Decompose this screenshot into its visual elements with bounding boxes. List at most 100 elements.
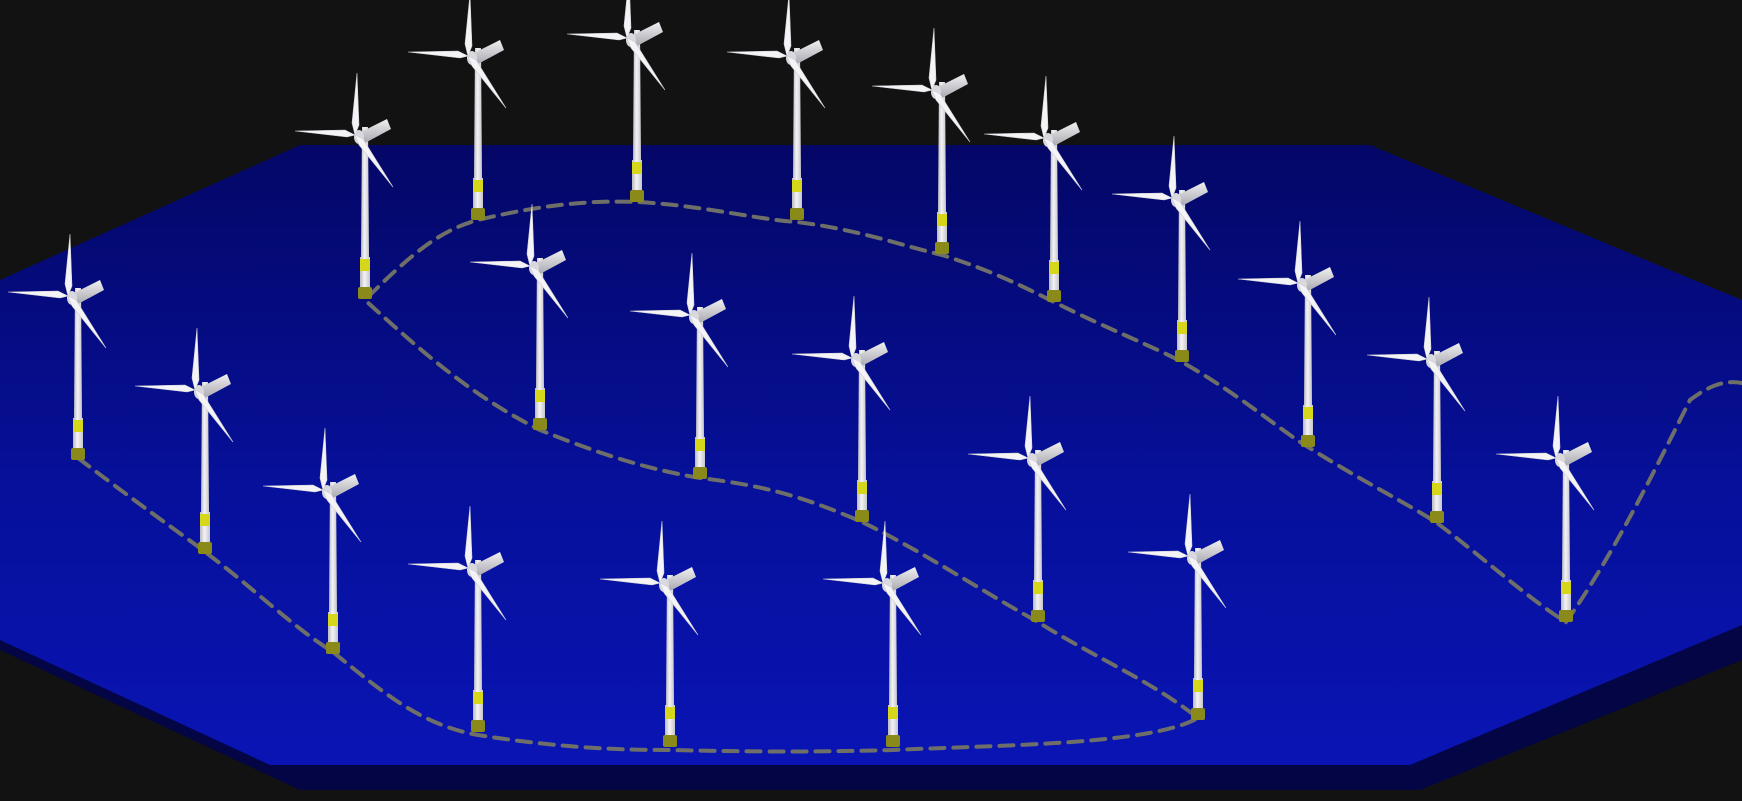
turbine-blade xyxy=(1184,493,1193,557)
transition-piece xyxy=(328,614,338,626)
turbine-foundation xyxy=(326,642,340,654)
turbine-tower xyxy=(1178,190,1186,320)
turbine-foundation xyxy=(71,448,85,460)
wind-turbine-icon xyxy=(262,427,362,654)
turbine-blade xyxy=(1111,192,1173,201)
transition-piece xyxy=(632,162,642,174)
transition-piece xyxy=(1033,582,1043,594)
turbine-nacelle xyxy=(664,567,696,591)
turbine-nacelle xyxy=(327,474,359,498)
turbine-nacelle xyxy=(1032,442,1064,466)
turbine-blade xyxy=(1237,277,1299,286)
turbine-tower xyxy=(858,350,866,480)
turbine-nacelle xyxy=(472,552,504,576)
transition-piece xyxy=(937,214,947,226)
wind-turbine-icon xyxy=(791,295,891,522)
turbine-nacelle xyxy=(694,299,726,323)
turbine-nacelle xyxy=(791,40,823,64)
turbine-nacelle xyxy=(1192,540,1224,564)
wind-turbine-icon xyxy=(629,252,729,479)
turbine-blade xyxy=(407,562,469,571)
turbine-blade xyxy=(879,520,888,584)
turbine-blade xyxy=(134,384,196,393)
turbine-tower xyxy=(474,48,482,178)
turbine-tower xyxy=(74,288,82,418)
turbine-foundation xyxy=(1430,511,1444,523)
transition-piece xyxy=(360,259,370,271)
wind-turbine-icon xyxy=(469,203,569,430)
transition-piece xyxy=(535,390,545,402)
turbine-blade xyxy=(1027,457,1067,511)
wind-turbine-icon xyxy=(134,327,234,554)
turbine-blade xyxy=(526,203,535,267)
turbine-tower xyxy=(938,82,946,212)
turbine-nacelle xyxy=(887,567,919,591)
turbine-foundation xyxy=(358,287,372,299)
turbine-blade xyxy=(623,0,632,39)
wind-turbine-icon xyxy=(1127,493,1227,720)
wind-turbine-icon xyxy=(566,0,666,202)
turbine-blade xyxy=(1024,395,1033,459)
transition-piece xyxy=(857,482,867,494)
export-cable-icon xyxy=(76,199,1742,754)
turbine-blade xyxy=(64,233,73,297)
turbine-blade xyxy=(1294,220,1303,284)
turbine-foundation xyxy=(533,418,547,430)
turbine-blade xyxy=(967,452,1029,461)
turbine-nacelle xyxy=(534,250,566,274)
turbine-blade xyxy=(851,357,891,411)
turbine-tower xyxy=(1304,275,1312,405)
turbine-nacelle xyxy=(1048,122,1080,146)
turbine-tower xyxy=(696,307,704,437)
turbine-blade xyxy=(1423,296,1432,360)
turbine-foundation xyxy=(1559,610,1573,622)
transition-piece xyxy=(1303,407,1313,419)
transition-piece xyxy=(695,439,705,451)
turbine-blade xyxy=(686,252,695,316)
turbine-blade xyxy=(659,582,699,636)
turbine-nacelle xyxy=(631,22,663,46)
wind-turbine-icon xyxy=(726,0,826,220)
turbine-blade xyxy=(1495,452,1557,461)
turbine-tower xyxy=(1050,130,1058,260)
turbine-nacelle xyxy=(1176,182,1208,206)
turbine-blade xyxy=(194,389,234,443)
turbine-foundation xyxy=(1031,610,1045,622)
turbine-blade xyxy=(407,50,469,59)
turbine-blade xyxy=(1297,282,1337,336)
wind-turbine-icon xyxy=(983,75,1083,302)
transition-piece xyxy=(473,180,483,192)
wind-turbine-icon xyxy=(822,520,922,747)
turbine-blade xyxy=(791,352,853,361)
turbine-blade xyxy=(786,55,826,109)
turbine-foundation xyxy=(1191,708,1205,720)
turbine-blade xyxy=(467,55,507,109)
turbine-nacelle xyxy=(1560,442,1592,466)
turbine-foundation xyxy=(471,720,485,732)
wind-turbine-icon xyxy=(407,505,507,732)
turbine-blade xyxy=(928,27,937,91)
turbine-foundation xyxy=(1301,435,1315,447)
turbine-blade xyxy=(1168,135,1177,199)
turbine-blade xyxy=(319,427,328,491)
turbine-tower xyxy=(793,48,801,178)
turbine-nacelle xyxy=(472,40,504,64)
turbine-blade xyxy=(7,290,69,299)
turbine-foundation xyxy=(790,208,804,220)
turbine-blade xyxy=(689,314,729,368)
turbine-foundation xyxy=(886,735,900,747)
transition-piece xyxy=(473,692,483,704)
turbine-nacelle xyxy=(856,342,888,366)
transition-piece xyxy=(73,420,83,432)
turbine-nacelle xyxy=(72,280,104,304)
transition-piece xyxy=(1432,483,1442,495)
turbine-blade xyxy=(882,582,922,636)
turbine-blade xyxy=(626,37,666,91)
cable-layer xyxy=(76,199,1742,754)
wind-turbine-icon xyxy=(1366,296,1466,523)
wind-turbine-icon xyxy=(599,520,699,747)
turbine-blade xyxy=(629,309,691,318)
wind-turbine-icon xyxy=(871,27,971,254)
turbine-blade xyxy=(191,327,200,391)
